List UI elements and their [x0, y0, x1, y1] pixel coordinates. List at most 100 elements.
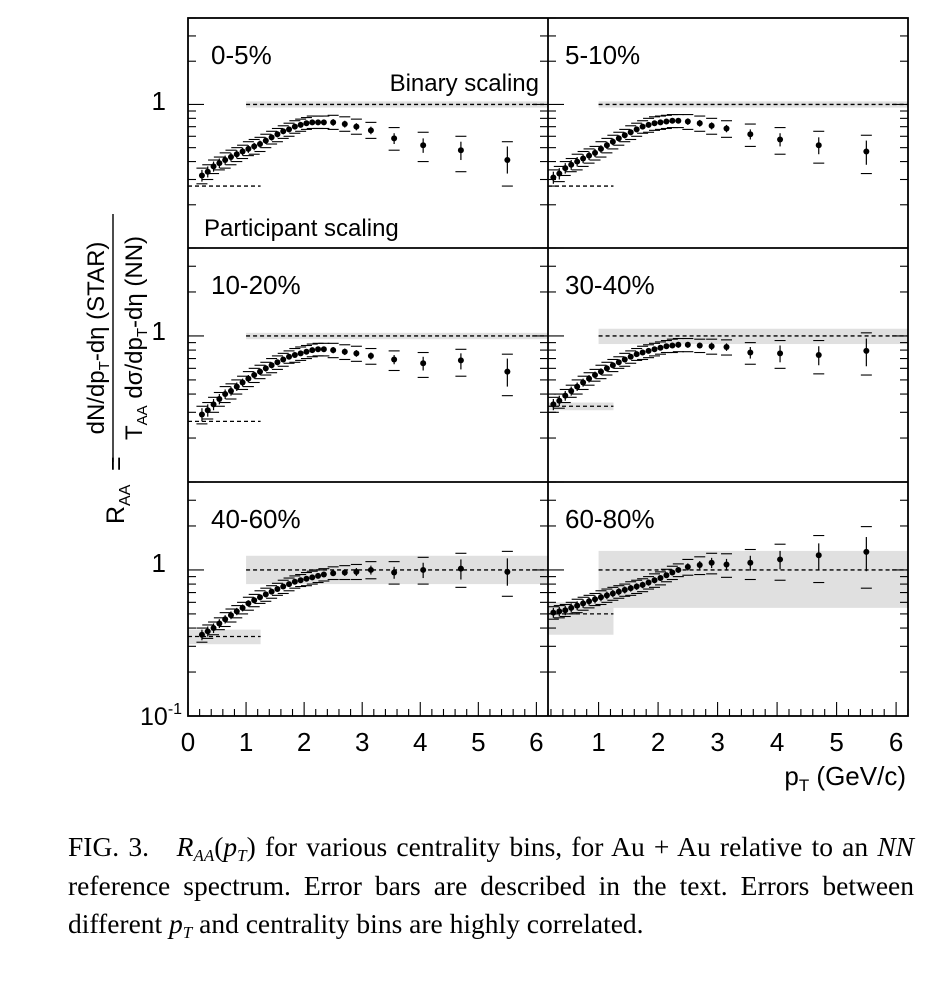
x-ticks: [550, 702, 909, 716]
x-tick-label: 6: [889, 727, 903, 757]
data-point: [417, 131, 429, 163]
data-marker: [708, 122, 715, 129]
data-point: [300, 571, 312, 587]
data-series: [196, 550, 513, 643]
data-point: [654, 115, 666, 130]
data-point: [583, 148, 595, 164]
data-marker: [251, 597, 258, 604]
data-marker: [286, 353, 293, 360]
data-point: [583, 372, 595, 386]
data-point: [860, 332, 872, 376]
data-point: [260, 133, 272, 149]
data-marker: [297, 121, 304, 128]
data-point: [860, 526, 872, 589]
data-point: [365, 561, 377, 580]
x-tick-label: 1: [591, 727, 605, 757]
data-marker: [286, 126, 293, 133]
data-marker: [353, 568, 360, 575]
data-marker: [747, 131, 754, 138]
data-marker: [777, 556, 784, 563]
data-marker: [330, 119, 337, 126]
chart-figure: 0-5% 5-10% 10-20% 30-40% 40-60% 60-80% Binary…: [83, 17, 909, 795]
data-point: [283, 350, 295, 364]
data-marker: [291, 352, 298, 359]
data-marker: [633, 126, 640, 133]
panel-40-60%: 40-60%: [187, 481, 549, 717]
data-point: [231, 147, 243, 163]
data-point: [248, 138, 260, 155]
panel-label: 30-40%: [565, 270, 655, 300]
data-marker: [457, 147, 464, 154]
data-marker: [669, 342, 676, 349]
caption-text-3: and centrality bins are highly correlate…: [192, 908, 644, 939]
data-point: [339, 565, 351, 581]
data-marker: [457, 357, 464, 364]
caption-raa-symbol: RAA: [176, 831, 215, 865]
data-marker: [597, 145, 604, 152]
data-point: [260, 361, 272, 376]
data-point: [242, 596, 254, 611]
data-marker: [245, 375, 252, 382]
data-marker: [198, 631, 205, 638]
data-marker: [367, 566, 374, 573]
data-marker: [330, 570, 337, 577]
data-marker: [609, 590, 616, 597]
data-point: [283, 122, 295, 137]
data-point: [774, 127, 786, 155]
participant-scaling-band: [548, 402, 614, 411]
data-marker: [233, 151, 240, 158]
caption-text-2: reference spectrum. Error bars are descr…: [68, 869, 914, 940]
binary-scaling-annotation: Binary scaling: [390, 70, 539, 97]
x-tick-label: 2: [297, 727, 311, 757]
data-point: [631, 122, 643, 137]
data-point: [595, 364, 607, 380]
data-marker: [550, 609, 557, 616]
data-point: [577, 150, 589, 167]
data-marker: [457, 565, 464, 572]
data-point: [260, 587, 272, 602]
data-point: [813, 534, 825, 584]
x-tick-label: 1: [239, 727, 253, 757]
data-marker: [574, 158, 581, 165]
data-marker: [216, 620, 223, 627]
data-point: [242, 371, 254, 388]
data-marker: [777, 350, 784, 357]
data-marker: [262, 365, 269, 372]
data-marker: [574, 602, 581, 609]
data-marker: [391, 569, 398, 576]
data-marker: [777, 136, 784, 143]
data-point: [643, 344, 655, 359]
data-point: [248, 367, 260, 384]
data-marker: [257, 594, 263, 601]
data-series: [548, 332, 872, 413]
data-point: [744, 342, 756, 365]
data-point: [300, 117, 312, 130]
data-marker: [280, 583, 287, 590]
data-point: [706, 552, 718, 575]
data-point: [613, 585, 625, 599]
data-marker: [315, 572, 322, 579]
data-point: [553, 393, 565, 409]
data-point: [350, 563, 362, 581]
data-marker: [574, 383, 581, 390]
data-marker: [609, 362, 616, 369]
data-series: [196, 342, 513, 425]
panel-plot-area: [188, 101, 548, 187]
data-marker: [863, 148, 870, 155]
data-point: [318, 115, 330, 130]
data-marker: [233, 608, 240, 615]
data-point: [242, 141, 254, 157]
data-marker: [663, 118, 670, 125]
data-marker: [198, 411, 205, 418]
data-point: [571, 598, 583, 614]
data-marker: [367, 127, 374, 134]
data-marker: [597, 594, 604, 601]
data-point: [231, 605, 243, 619]
data-point: [631, 579, 643, 595]
data-marker: [639, 581, 646, 588]
data-point: [365, 347, 377, 365]
data-marker: [268, 588, 275, 595]
y-axis-numerator: dN/dpT-dη (STAR): [83, 242, 113, 435]
axis-layer: Binary scaling Participant scaling 1 1 1 10-1…: [83, 70, 906, 795]
panel-30-40%: 30-40%: [548, 247, 908, 483]
